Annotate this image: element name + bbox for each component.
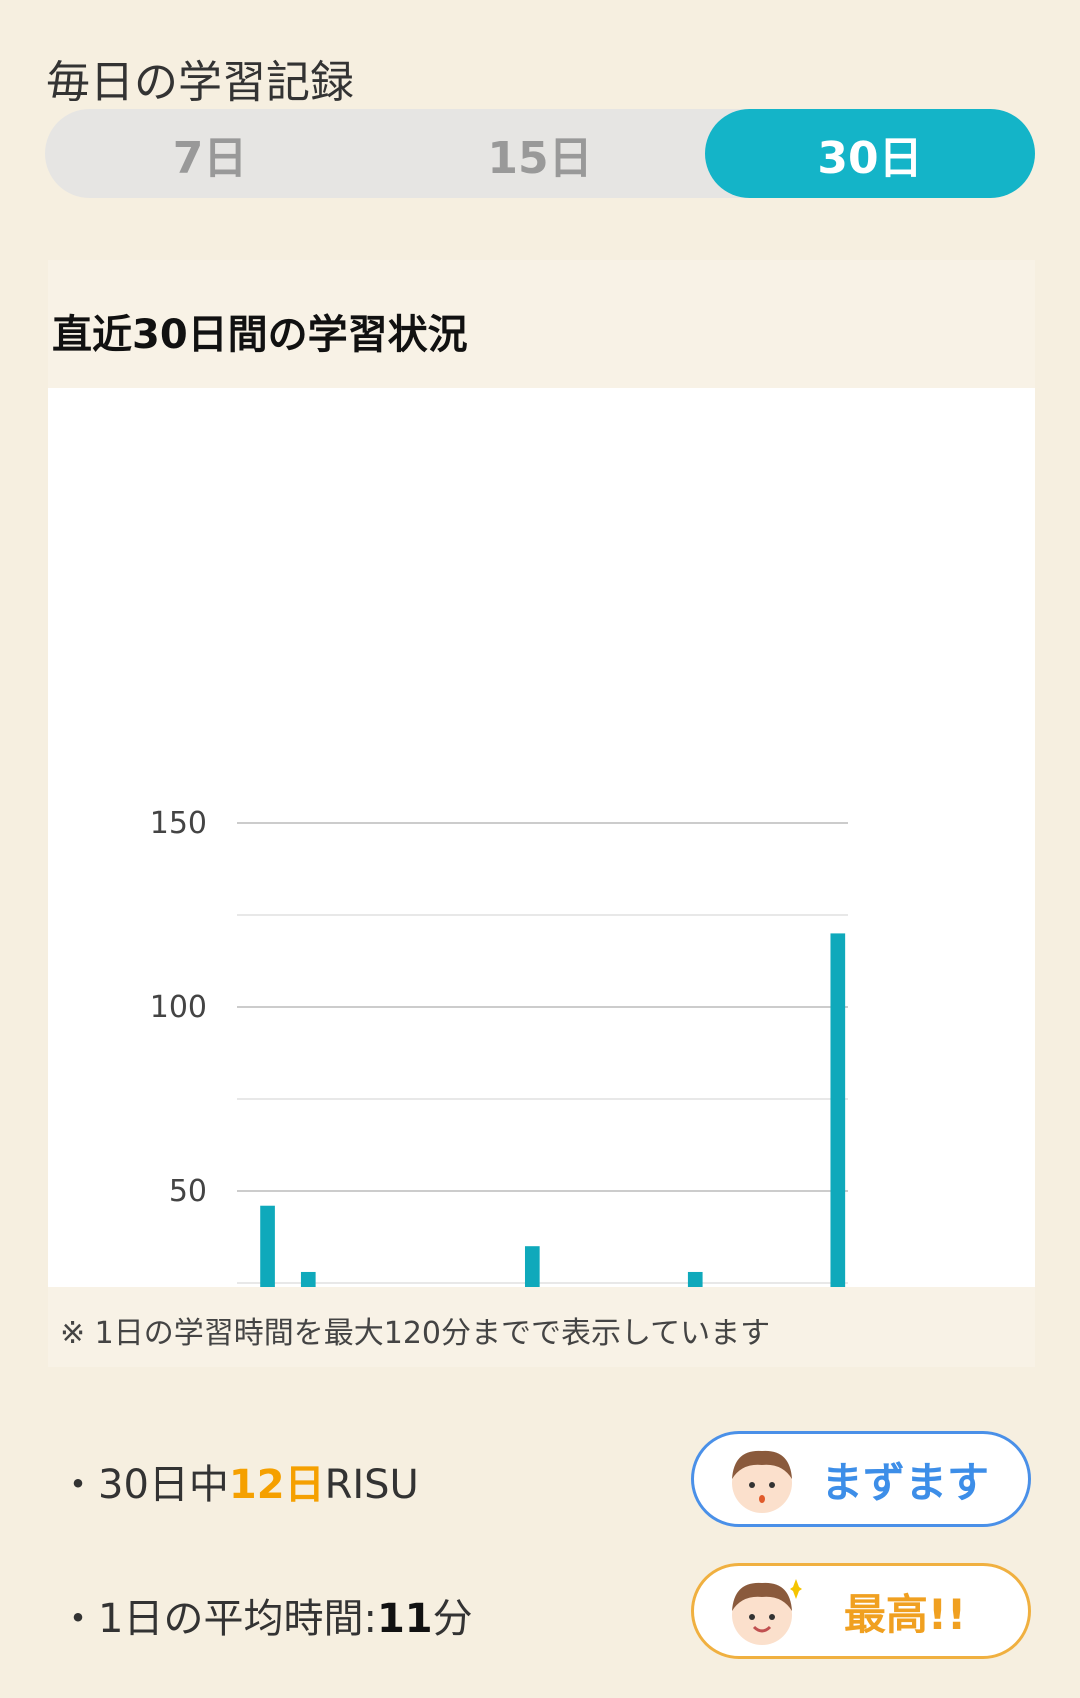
days-rating-badge: まずます <box>691 1431 1031 1527</box>
time-rating-badge: 最高!! <box>691 1563 1031 1659</box>
boy-face-surprised-icon <box>732 1450 792 1513</box>
avg-suffix: 分 <box>432 1596 473 1642</box>
bar <box>830 933 846 1375</box>
bar <box>260 1205 275 1375</box>
days-suffix: RISU <box>324 1462 419 1508</box>
bar-chart: 050100150 <box>48 388 1035 1393</box>
days-value: 12日 <box>228 1462 325 1508</box>
boy-face-happy-sparkle-icon <box>732 1579 802 1645</box>
study-chart-card: 直近30日間の学習状況 050100150 ※ 1日の学習時間を最大120分まで… <box>48 260 1035 1393</box>
tab-15-days[interactable]: 15日 <box>487 132 593 184</box>
chart-note: ※ 1日の学習時間を最大120分までで表示しています <box>60 1316 771 1351</box>
tab-30-days[interactable]: 30日 <box>705 109 1035 198</box>
avg-value: 11 <box>376 1596 433 1642</box>
study-days-stat: ・30日中12日RISU <box>58 1452 419 1510</box>
badge-label: まずます <box>820 1457 989 1507</box>
bar <box>687 1271 703 1375</box>
badge-label: 最高!! <box>843 1589 967 1639</box>
bar-chart-svg: 050100150 <box>150 806 848 1393</box>
bar <box>300 1271 316 1375</box>
range-selector: 7日 15日 30日 <box>45 109 1035 198</box>
average-time-stat: ・1日の平均時間:11分 <box>58 1586 473 1644</box>
y-tick-label: 50 <box>169 1174 207 1209</box>
avg-prefix: ・1日の平均時間: <box>58 1596 377 1642</box>
page-title: 毎日の学習記録 <box>46 57 354 108</box>
bar <box>524 1246 540 1375</box>
y-tick-label: 150 <box>150 806 207 841</box>
y-tick-label: 100 <box>150 990 207 1025</box>
days-prefix: ・30日中 <box>58 1462 229 1508</box>
tab-7-days[interactable]: 7日 <box>172 132 248 184</box>
card-title: 直近30日間の学習状況 <box>52 312 468 358</box>
